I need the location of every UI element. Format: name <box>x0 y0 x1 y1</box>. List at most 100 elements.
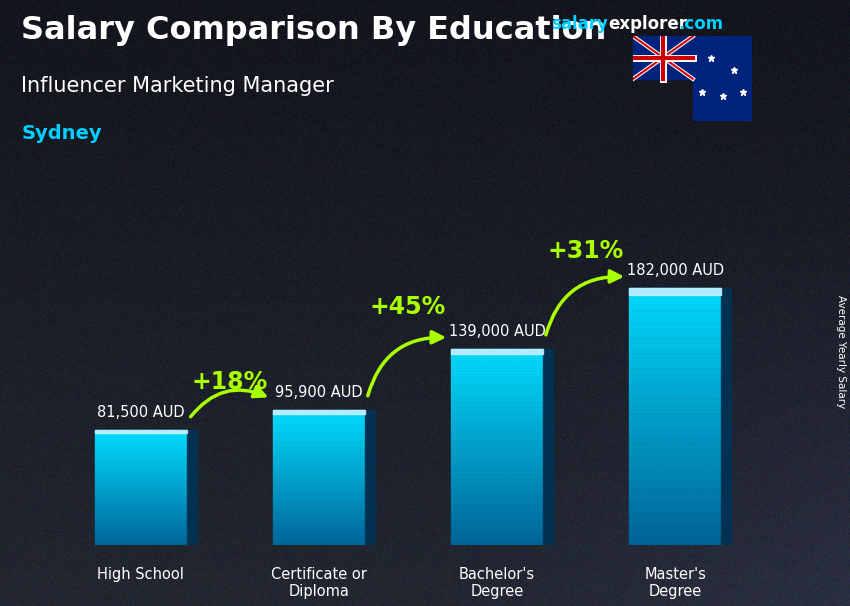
Bar <box>450 364 543 365</box>
Bar <box>273 484 366 485</box>
Bar <box>450 422 543 424</box>
Bar <box>273 473 366 474</box>
Bar <box>273 458 366 459</box>
Bar <box>450 349 543 355</box>
Bar <box>450 378 543 380</box>
Bar <box>450 390 543 391</box>
Bar <box>94 439 187 440</box>
Bar <box>450 542 543 544</box>
Bar <box>629 507 722 509</box>
Bar <box>273 449 366 450</box>
Bar <box>629 374 722 376</box>
Bar <box>273 461 366 462</box>
Bar <box>629 481 722 483</box>
Bar <box>450 405 543 406</box>
Bar <box>94 464 187 465</box>
Bar <box>273 427 366 428</box>
Bar <box>94 508 187 509</box>
Bar <box>273 433 366 435</box>
Bar <box>629 288 722 290</box>
Bar <box>94 502 187 503</box>
Bar <box>629 492 722 494</box>
Bar <box>629 338 722 339</box>
Bar <box>450 508 543 510</box>
Bar <box>450 431 543 433</box>
Bar <box>273 454 366 455</box>
Bar <box>273 494 366 496</box>
Bar <box>629 430 722 431</box>
Bar <box>629 385 722 387</box>
Bar <box>450 365 543 367</box>
Bar <box>273 424 366 425</box>
Bar <box>629 543 722 545</box>
Bar <box>94 444 187 445</box>
Bar <box>450 468 543 470</box>
Bar <box>450 415 543 416</box>
Bar <box>273 439 366 441</box>
Bar <box>273 492 366 493</box>
Bar <box>94 516 187 518</box>
Bar <box>94 522 187 524</box>
Bar <box>629 502 722 505</box>
Bar <box>450 375 543 377</box>
Bar <box>94 459 187 460</box>
Bar <box>273 430 366 431</box>
Bar <box>450 419 543 421</box>
Bar <box>273 467 366 468</box>
Bar <box>629 490 722 492</box>
Bar <box>273 515 366 516</box>
Bar <box>273 418 366 419</box>
Bar <box>94 453 187 454</box>
Bar <box>94 454 187 455</box>
Bar <box>94 475 187 476</box>
Bar <box>629 449 722 451</box>
Bar <box>450 442 543 444</box>
Bar <box>722 288 731 545</box>
Bar <box>450 427 543 429</box>
Bar <box>629 496 722 498</box>
Bar <box>94 501 187 502</box>
Text: salary: salary <box>551 15 608 33</box>
Bar <box>273 507 366 508</box>
Bar <box>94 512 187 513</box>
Bar <box>273 475 366 476</box>
Bar <box>273 482 366 483</box>
Bar <box>94 496 187 498</box>
Bar <box>450 467 543 468</box>
Bar <box>629 393 722 395</box>
Bar <box>94 544 187 545</box>
Bar <box>94 441 187 442</box>
Bar <box>450 475 543 476</box>
Bar <box>450 395 543 396</box>
Bar <box>629 339 722 342</box>
Text: Average Yearly Salary: Average Yearly Salary <box>836 295 846 408</box>
Bar <box>450 514 543 516</box>
Bar <box>450 490 543 491</box>
Bar <box>94 534 187 535</box>
Bar <box>629 518 722 520</box>
Bar <box>629 329 722 331</box>
Bar <box>273 411 366 412</box>
Text: 182,000 AUD: 182,000 AUD <box>626 263 723 278</box>
Bar <box>450 410 543 411</box>
Bar <box>629 344 722 346</box>
Bar <box>629 399 722 402</box>
Bar <box>94 430 187 431</box>
Bar <box>94 519 187 521</box>
Bar <box>450 455 543 457</box>
Bar <box>450 516 543 518</box>
Bar <box>273 538 366 539</box>
Bar <box>94 480 187 481</box>
Text: 95,900 AUD: 95,900 AUD <box>275 385 363 400</box>
Bar <box>273 410 366 411</box>
Bar <box>273 445 366 446</box>
Bar <box>273 437 366 438</box>
Bar <box>94 478 187 479</box>
Bar <box>629 410 722 413</box>
Bar <box>629 438 722 441</box>
Bar <box>273 446 366 447</box>
Bar <box>94 437 187 438</box>
Bar <box>629 466 722 468</box>
Bar <box>629 526 722 528</box>
Bar <box>629 421 722 423</box>
